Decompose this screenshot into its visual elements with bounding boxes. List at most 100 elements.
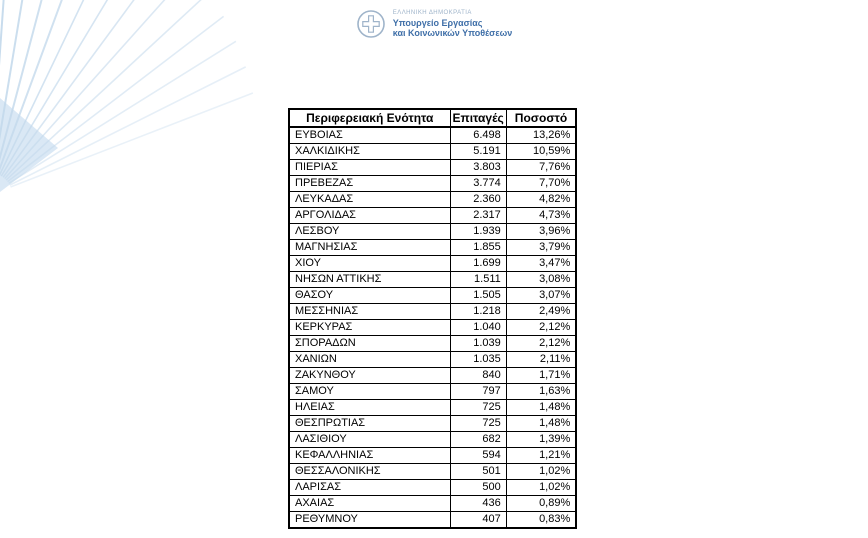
region-cell: ΛΕΥΚΑΔΑΣ <box>288 191 451 208</box>
region-cell: ΛΑΣΙΘΙΟΥ <box>288 431 451 448</box>
checks-cell: 1.699 <box>449 255 507 272</box>
region-cell: ΡΕΘΥΜΝΟΥ <box>288 511 451 529</box>
table-row: ΛΑΣΙΘΙΟΥ 682 1,39% <box>288 431 577 448</box>
table-row: ΑΧΑΙΑΣ 436 0,89% <box>288 495 577 512</box>
ministry-name-line1: Υπουργείο Εργασίας <box>392 17 483 28</box>
table-row: ΘΑΣΟΥ 1.505 3,07% <box>288 287 577 304</box>
table-row: ΛΑΡΙΣΑΣ 500 1,02% <box>288 479 577 496</box>
percent-cell: 0,89% <box>505 495 577 512</box>
checks-cell: 5.191 <box>449 143 507 160</box>
table-body: ΕΥΒΟΙΑΣ 6.498 13,26% ΧΑΛΚΙΔΙΚΗΣ 5.191 10,59% Π… <box>288 126 577 529</box>
percent-cell: 1,48% <box>505 415 577 432</box>
checks-cell: 436 <box>449 495 507 512</box>
table-row: ΕΥΒΟΙΑΣ 6.498 13,26% <box>288 126 577 144</box>
checks-cell: 1.855 <box>449 239 507 256</box>
checks-cell: 1.040 <box>449 319 507 336</box>
checks-cell: 725 <box>449 399 507 416</box>
percent-cell: 2,11% <box>505 351 577 368</box>
percent-cell: 3,07% <box>505 287 577 304</box>
table-row: ΘΕΣΣΑΛΟΝΙΚΗΣ 501 1,02% <box>288 463 577 480</box>
table-row: ΠΡΕΒΕΖΑΣ 3.774 7,70% <box>288 175 577 192</box>
percent-cell: 10,59% <box>505 143 577 160</box>
region-cell: ΑΧΑΙΑΣ <box>288 495 451 512</box>
table-row: ΠΙΕΡΙΑΣ 3.803 7,76% <box>288 159 577 176</box>
regional-units-table: Περιφερειακή Ενότητα Επιταγές Ποσοστό ΕΥ… <box>288 108 578 529</box>
region-cell: ΘΕΣΣΑΛΟΝΙΚΗΣ <box>288 463 451 480</box>
checks-cell: 6.498 <box>449 126 507 144</box>
region-cell: ΘΕΣΠΡΩΤΙΑΣ <box>288 415 451 432</box>
percent-cell: 1,02% <box>505 463 577 480</box>
table-row: ΖΑΚΥΝΘΟΥ 840 1,71% <box>288 367 577 384</box>
column-header-percent: Ποσοστό <box>505 108 577 128</box>
table-row: ΑΡΓΟΛΙΔΑΣ 2.317 4,73% <box>288 207 577 224</box>
percent-cell: 1,63% <box>505 383 577 400</box>
percent-cell: 0,83% <box>505 511 577 529</box>
column-header-checks: Επιταγές <box>449 108 507 128</box>
table-row: ΧΑΝΙΩΝ 1.035 2,11% <box>288 351 577 368</box>
table-row: ΣΑΜΟΥ 797 1,63% <box>288 383 577 400</box>
checks-cell: 1.505 <box>449 287 507 304</box>
checks-cell: 1.039 <box>449 335 507 352</box>
checks-cell: 1.939 <box>449 223 507 240</box>
region-cell: ΛΑΡΙΣΑΣ <box>288 479 451 496</box>
checks-cell: 594 <box>449 447 507 464</box>
checks-cell: 682 <box>449 431 507 448</box>
checks-cell: 501 <box>449 463 507 480</box>
table-row: ΘΕΣΠΡΩΤΙΑΣ 725 1,48% <box>288 415 577 432</box>
region-cell: ΖΑΚΥΝΘΟΥ <box>288 367 451 384</box>
percent-cell: 1,21% <box>505 447 577 464</box>
table-row: ΣΠΟΡΑΔΩΝ 1.039 2,12% <box>288 335 577 352</box>
region-cell: ΕΥΒΟΙΑΣ <box>288 126 451 144</box>
table-header-row: Περιφερειακή Ενότητα Επιταγές Ποσοστό <box>288 108 577 128</box>
table-row: ΚΕΦΑΛΛΗΝΙΑΣ 594 1,21% <box>288 447 577 464</box>
percent-cell: 1,71% <box>505 367 577 384</box>
table-header: Περιφερειακή Ενότητα Επιταγές Ποσοστό <box>288 108 577 128</box>
region-cell: ΝΗΣΩΝ ΑΤΤΙΚΗΣ <box>288 271 451 288</box>
percent-cell: 3,47% <box>505 255 577 272</box>
region-cell: ΣΠΟΡΑΔΩΝ <box>288 335 451 352</box>
table-row: ΧΙΟΥ 1.699 3,47% <box>288 255 577 272</box>
ministry-text-block: ΕΛΛΗΝΙΚΗ ΔΗΜΟΚΡΑΤΙΑ Υπουργείο Εργασίας κ… <box>393 10 512 39</box>
checks-cell: 797 <box>449 383 507 400</box>
checks-cell: 725 <box>449 415 507 432</box>
region-cell: ΚΕΦΑΛΛΗΝΙΑΣ <box>288 447 451 464</box>
region-cell: ΜΕΣΣΗΝΙΑΣ <box>288 303 451 320</box>
checks-cell: 3.774 <box>449 175 507 192</box>
percent-cell: 4,82% <box>505 191 577 208</box>
checks-cell: 407 <box>449 511 507 529</box>
table-row: ΜΕΣΣΗΝΙΑΣ 1.218 2,49% <box>288 303 577 320</box>
region-cell: ΗΛΕΙΑΣ <box>288 399 451 416</box>
region-cell: ΛΕΣΒΟΥ <box>288 223 451 240</box>
table-row: ΧΑΛΚΙΔΙΚΗΣ 5.191 10,59% <box>288 143 577 160</box>
table-row: ΝΗΣΩΝ ΑΤΤΙΚΗΣ 1.511 3,08% <box>288 271 577 288</box>
percent-cell: 3,79% <box>505 239 577 256</box>
table-row: ΛΕΥΚΑΔΑΣ 2.360 4,82% <box>288 191 577 208</box>
region-cell: ΧΑΝΙΩΝ <box>288 351 451 368</box>
percent-cell: 7,76% <box>505 159 577 176</box>
table-row: ΗΛΕΙΑΣ 725 1,48% <box>288 399 577 416</box>
checks-cell: 1.218 <box>449 303 507 320</box>
table-row: ΛΕΣΒΟΥ 1.939 3,96% <box>288 223 577 240</box>
table-row: ΚΕΡΚΥΡΑΣ 1.040 2,12% <box>288 319 577 336</box>
percent-cell: 13,26% <box>505 126 577 144</box>
ministry-name-line2: και Κοινωνικών Υποθέσεων <box>392 28 513 38</box>
column-header-region: Περιφερειακή Ενότητα <box>288 108 451 128</box>
percent-cell: 1,48% <box>505 399 577 416</box>
checks-cell: 1.035 <box>449 351 507 368</box>
region-cell: ΣΑΜΟΥ <box>288 383 451 400</box>
table-row: ΡΕΘΥΜΝΟΥ 407 0,83% <box>288 511 577 529</box>
region-cell: ΑΡΓΟΛΙΔΑΣ <box>288 207 451 224</box>
percent-cell: 3,08% <box>505 271 577 288</box>
region-cell: ΧΑΛΚΙΔΙΚΗΣ <box>288 143 451 160</box>
region-cell: ΠΙΕΡΙΑΣ <box>288 159 451 176</box>
ministry-header: ΕΛΛΗΝΙΚΗ ΔΗΜΟΚΡΑΤΙΑ Υπουργείο Εργασίας κ… <box>0 9 868 39</box>
checks-cell: 500 <box>449 479 507 496</box>
percent-cell: 2,12% <box>505 319 577 336</box>
percent-cell: 2,12% <box>505 335 577 352</box>
checks-cell: 2.360 <box>449 191 507 208</box>
percent-cell: 4,73% <box>505 207 577 224</box>
region-cell: ΚΕΡΚΥΡΑΣ <box>288 319 451 336</box>
percent-cell: 1,39% <box>505 431 577 448</box>
greek-coat-of-arms-icon <box>356 10 385 38</box>
checks-cell: 1.511 <box>449 271 507 288</box>
